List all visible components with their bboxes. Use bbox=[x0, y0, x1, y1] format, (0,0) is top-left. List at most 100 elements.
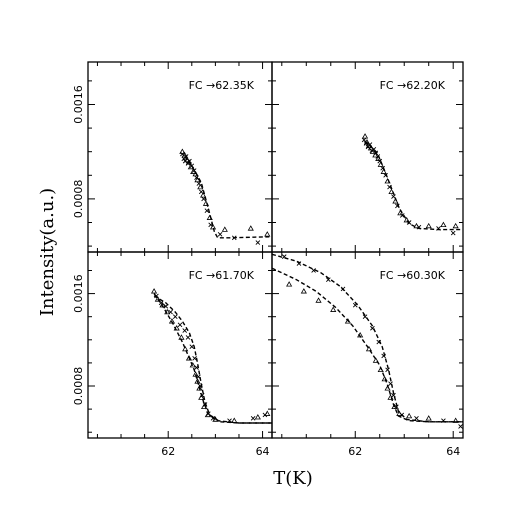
data-point-x bbox=[185, 161, 191, 166]
x-tick-label: 64 bbox=[256, 445, 270, 458]
data-point-triangle bbox=[367, 144, 375, 151]
data-point-triangle bbox=[365, 345, 373, 352]
data-point-x bbox=[399, 213, 405, 218]
data-point-x bbox=[177, 322, 183, 328]
panel-frame bbox=[271, 251, 464, 439]
x-tick-label: 62 bbox=[348, 445, 362, 458]
data-point-x bbox=[281, 254, 287, 259]
data-point-triangle bbox=[189, 362, 196, 368]
data-point-triangle bbox=[388, 188, 395, 195]
panel-annotation: FC →61.70K bbox=[189, 269, 255, 282]
data-point-x bbox=[362, 314, 368, 320]
data-point-triangle bbox=[247, 225, 254, 231]
data-point-triangle bbox=[264, 410, 271, 416]
data-point-triangle bbox=[392, 198, 399, 204]
x-axis-label: T(K) bbox=[273, 468, 313, 489]
data-point-triangle bbox=[164, 308, 171, 315]
data-point-x bbox=[311, 268, 316, 273]
data-point-x bbox=[361, 137, 367, 143]
data-point-x bbox=[352, 302, 358, 308]
data-point-triangle bbox=[200, 403, 208, 410]
data-point-triangle bbox=[300, 288, 307, 294]
data-point-triangle bbox=[365, 142, 373, 148]
data-point-x bbox=[406, 220, 412, 225]
panel-annotation: FC →62.35K bbox=[189, 79, 255, 92]
data-point-triangle bbox=[387, 394, 394, 400]
data-point-triangle bbox=[179, 148, 186, 154]
data-point-triangle bbox=[183, 156, 191, 163]
data-point-x bbox=[370, 325, 375, 331]
y-tick-label: 0.0016 bbox=[72, 274, 85, 313]
data-point-triangle bbox=[212, 416, 219, 422]
data-point-triangle bbox=[396, 410, 403, 416]
data-point-x bbox=[204, 208, 210, 214]
data-point-x bbox=[436, 226, 441, 231]
data-point-triangle bbox=[397, 209, 404, 216]
data-point-triangle bbox=[150, 288, 158, 294]
data-point-triangle bbox=[185, 355, 193, 361]
data-point-triangle bbox=[344, 318, 351, 324]
data-point-triangle bbox=[196, 385, 203, 391]
data-point-x bbox=[194, 365, 199, 370]
data-point-triangle bbox=[254, 413, 261, 420]
data-point-triangle bbox=[198, 394, 205, 400]
data-point-triangle bbox=[194, 378, 201, 384]
y-tick-label: 0.0008 bbox=[72, 367, 85, 406]
data-point-x bbox=[163, 303, 169, 309]
data-point-x bbox=[450, 230, 456, 236]
data-point-triangle bbox=[200, 192, 207, 198]
data-point-x bbox=[201, 196, 206, 202]
data-point-x bbox=[192, 355, 197, 361]
panel-bottom-right: 62 64 FC →60.30K bbox=[271, 251, 464, 458]
data-point-x bbox=[441, 418, 446, 423]
data-point-triangle bbox=[357, 331, 364, 338]
data-point-triangle bbox=[403, 216, 410, 223]
data-point-x bbox=[227, 418, 232, 423]
data-point-x bbox=[296, 261, 302, 266]
x-tick-label: 64 bbox=[446, 445, 460, 458]
data-point-triangle bbox=[168, 318, 176, 324]
data-point-x bbox=[385, 367, 390, 373]
data-point-x bbox=[383, 172, 388, 178]
data-point-triangle bbox=[406, 412, 413, 419]
data-point-triangle bbox=[380, 168, 387, 174]
data-point-triangle bbox=[391, 403, 398, 410]
data-point-x bbox=[231, 235, 237, 241]
data-point-x bbox=[217, 231, 223, 237]
y-tick-label: 0.0016 bbox=[72, 85, 85, 124]
data-point-triangle bbox=[330, 306, 337, 312]
fit-curve bbox=[153, 295, 272, 424]
data-point-triangle bbox=[154, 296, 161, 302]
data-point-x bbox=[381, 353, 386, 359]
data-point-x bbox=[391, 194, 396, 199]
data-point-triangle bbox=[190, 168, 197, 174]
data-point-triangle bbox=[231, 417, 238, 423]
data-point-triangle bbox=[375, 155, 382, 161]
data-point-triangle bbox=[187, 163, 194, 170]
data-point-x bbox=[387, 184, 392, 190]
data-point-triangle bbox=[194, 176, 201, 183]
data-point-triangle bbox=[185, 159, 193, 165]
data-point-triangle bbox=[159, 301, 166, 308]
data-point-triangle bbox=[286, 281, 293, 287]
data-point-x bbox=[172, 314, 178, 320]
fit-curve bbox=[364, 140, 463, 231]
panel-bottom-left: 62 64 0.0008 0.0016 FC →61.70K bbox=[72, 251, 273, 458]
fit-curve bbox=[153, 293, 272, 424]
data-point-triangle bbox=[204, 411, 211, 418]
data-point-triangle bbox=[181, 152, 188, 158]
data-point-x bbox=[458, 424, 463, 429]
data-point-triangle bbox=[361, 133, 369, 139]
data-point-triangle bbox=[372, 152, 379, 158]
panel-annotation: FC →62.20K bbox=[380, 79, 446, 92]
data-point-x bbox=[196, 374, 201, 380]
data-point-x bbox=[376, 339, 382, 345]
data-point-x bbox=[388, 381, 393, 387]
data-point-triangle bbox=[381, 375, 388, 382]
data-point-triangle bbox=[202, 200, 210, 206]
data-point-triangle bbox=[178, 334, 185, 340]
data-point-triangle bbox=[363, 139, 371, 145]
data-point-triangle bbox=[377, 161, 384, 167]
data-point-triangle bbox=[173, 325, 180, 331]
